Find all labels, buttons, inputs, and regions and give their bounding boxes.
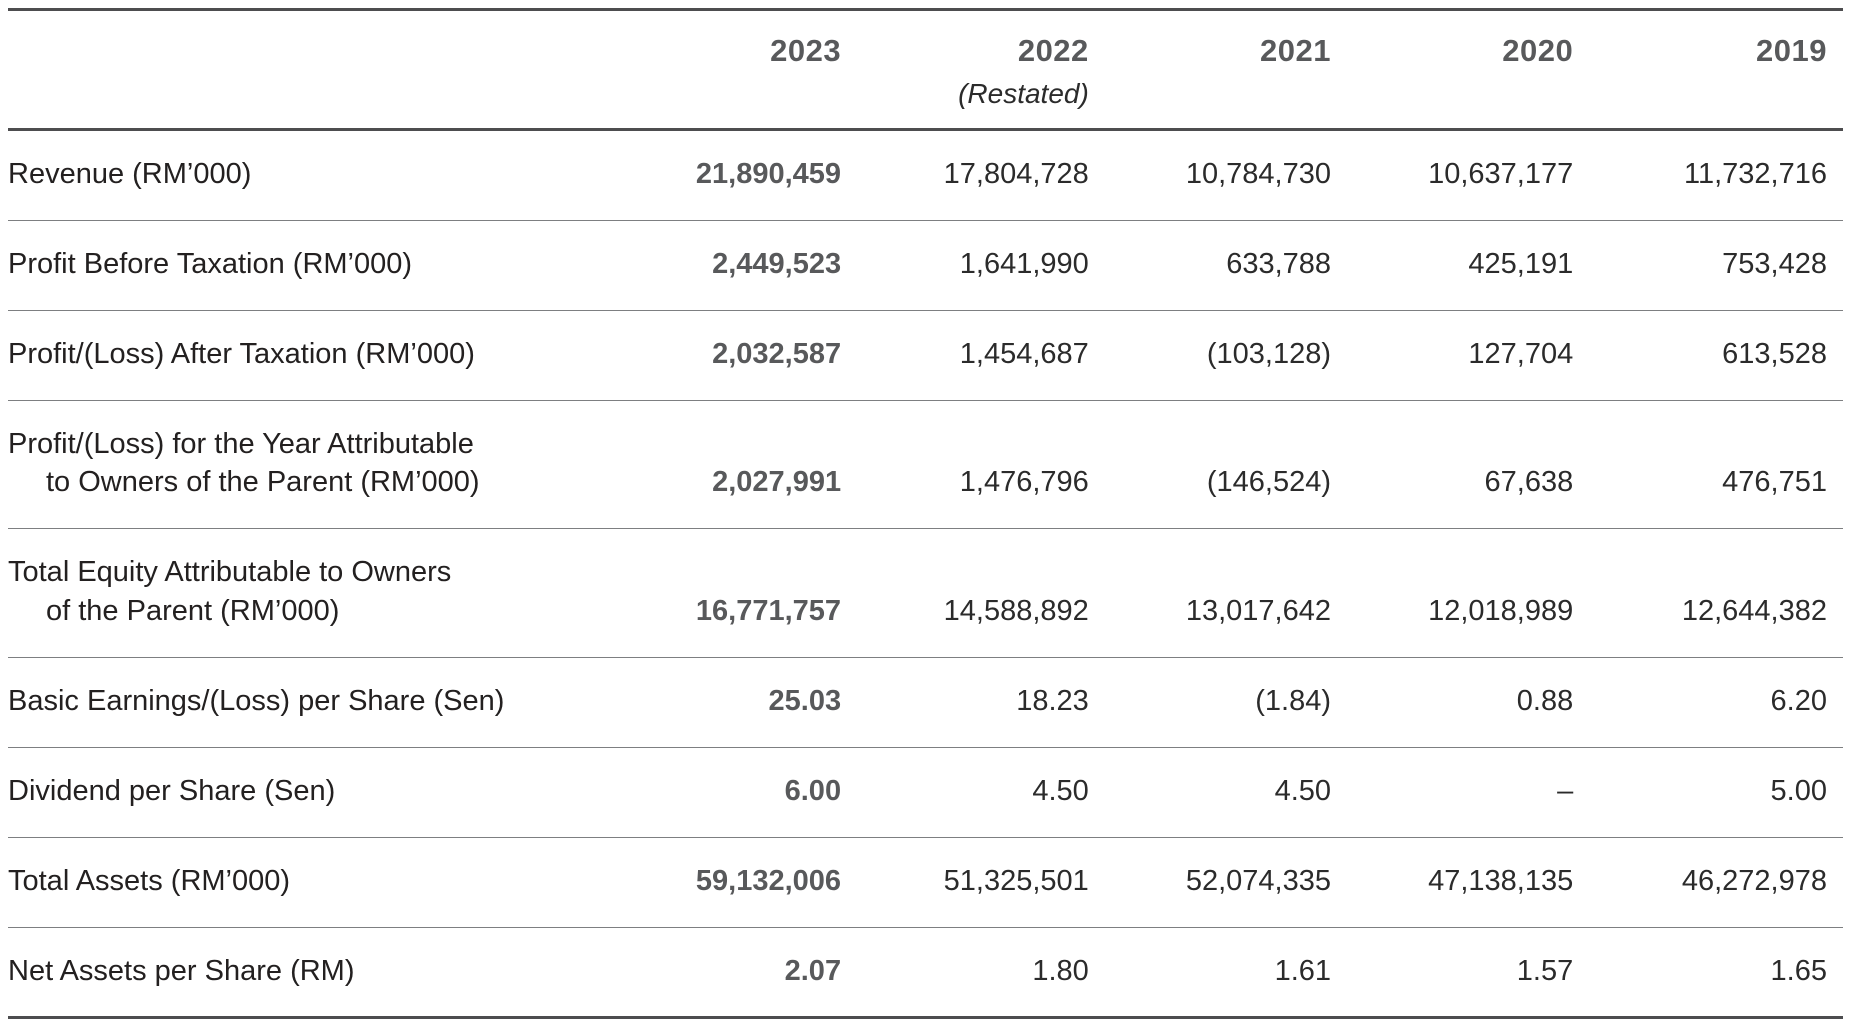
table-row-dividend-per-share: Dividend per Share (Sen) 6.00 4.50 4.50 … [8, 747, 1843, 838]
cell-value-2021: 52,074,335 [1185, 864, 1332, 897]
year-column-header-2022: 2022 (Restated) [841, 10, 1089, 130]
cell-value-2023: 59,132,006 [695, 864, 842, 897]
cell-value-2022: 51,325,501 [943, 864, 1089, 897]
cell-value-2023: 16,771,757 [695, 595, 842, 628]
cell-value-2022: 17,804,728 [943, 158, 1089, 190]
cell-value-2022: 1,476,796 [959, 466, 1089, 499]
cell-value-2021: 633,788 [1226, 247, 1332, 280]
cell-value-2023: 2,449,523 [712, 247, 842, 280]
cell-value-2023: 25.03 [768, 685, 842, 718]
cell-value-2019: 613,528 [1722, 337, 1827, 370]
table-row-revenue: Revenue (RM’000) 21,890,459 17,804,728 1… [8, 130, 1843, 221]
financial-highlights-page: 2023 2022 (Restated) 2021 2020 2019 R [8, 8, 1843, 1018]
cell-value-2020: 1.57 [1516, 954, 1574, 987]
cell-value-2019: 11,732,716 [1684, 158, 1827, 190]
cell-value-2023: 2,027,991 [712, 466, 842, 499]
cell-value-2022: 1,454,687 [959, 337, 1089, 370]
cell-value-2020: 47,138,135 [1428, 864, 1574, 897]
cell-value-2019: 12,644,382 [1681, 595, 1827, 628]
header-row: 2023 2022 (Restated) 2021 2020 2019 [8, 10, 1843, 130]
cell-value-2022: 1.80 [1032, 954, 1089, 987]
cell-value-2019: 753,428 [1722, 247, 1827, 280]
cell-value-2020: 12,018,989 [1428, 595, 1574, 628]
year-column-header-2023: 2023 [540, 10, 841, 130]
cell-value-2020: 127,704 [1468, 337, 1574, 370]
row-label: Revenue (RM’000) [8, 158, 252, 190]
table-row-profit-attributable-to-owners: Profit/(Loss) for the Year Attributable t… [8, 400, 1843, 529]
cell-value-2020: – [1557, 774, 1574, 807]
cell-value-2020: 67,638 [1484, 466, 1574, 499]
cell-value-2021: (1.84) [1255, 685, 1332, 718]
restated-note: (Restated) [958, 78, 1089, 109]
cell-value-2022: 18.23 [1016, 685, 1089, 718]
table-row-basic-earnings-per-share: Basic Earnings/(Loss) per Share (Sen) 25… [8, 658, 1843, 748]
cell-value-2020: 425,191 [1468, 247, 1574, 280]
cell-value-2019: 46,272,978 [1681, 864, 1827, 897]
row-label: Profit Before Taxation (RM’000) [8, 247, 413, 280]
cell-value-2019: 1.65 [1770, 954, 1827, 987]
year-column-header-2020: 2020 [1331, 10, 1573, 130]
row-label: Dividend per Share (Sen) [8, 774, 336, 807]
cell-value-2019: 5.00 [1770, 774, 1827, 807]
cell-value-2021: (103,128) [1206, 337, 1332, 370]
year-column-header-2019: 2019 [1573, 10, 1843, 130]
cell-value-2023: 21,890,459 [695, 158, 842, 190]
cell-value-2020: 10,637,177 [1428, 158, 1574, 190]
cell-value-2021: 1.61 [1274, 954, 1332, 987]
row-label: Total Assets (RM’000) [8, 864, 291, 897]
cell-value-2023: 6.00 [784, 774, 842, 807]
table-row-total-assets: Total Assets (RM’000) 59,132,006 51,325,… [8, 837, 1843, 928]
year-column-header-2021: 2021 [1089, 10, 1331, 130]
row-label: Total Equity Attributable to Owners of th… [8, 556, 452, 628]
cell-value-2023: 2,032,587 [712, 337, 842, 370]
cell-value-2020: 0.88 [1516, 685, 1574, 718]
table-row-profit-after-taxation: Profit/(Loss) After Taxation (RM’000) 2,… [8, 310, 1843, 401]
cell-value-2021: 13,017,642 [1185, 595, 1332, 628]
row-label: Profit/(Loss) After Taxation (RM’000) [8, 337, 475, 370]
year-label: 2021 [1260, 33, 1332, 68]
table-row-total-equity-attributable: Total Equity Attributable to Owners of th… [8, 529, 1843, 658]
row-label: Basic Earnings/(Loss) per Share (Sen) [8, 685, 505, 718]
year-label: 2023 [770, 33, 842, 68]
year-label: 2022 [1017, 33, 1089, 68]
five-year-financial-highlights-table: 2023 2022 (Restated) 2021 2020 2019 R [8, 8, 1843, 1019]
cell-value-2022: 14,588,892 [943, 595, 1089, 628]
year-label: 2019 [1756, 33, 1827, 68]
table-row-profit-before-taxation: Profit Before Taxation (RM’000) 2,449,52… [8, 220, 1843, 311]
row-label: Profit/(Loss) for the Year Attributable t… [8, 427, 480, 499]
cell-value-2023: 2.07 [784, 954, 842, 987]
cell-value-2022: 1,641,990 [959, 247, 1089, 280]
header-spacer [8, 10, 540, 130]
row-label: Net Assets per Share (RM) [8, 954, 355, 987]
cell-value-2019: 476,751 [1722, 466, 1827, 499]
cell-value-2021: 10,784,730 [1185, 158, 1332, 190]
cell-value-2019: 6.20 [1770, 685, 1827, 718]
cell-value-2021: (146,524) [1206, 466, 1332, 499]
year-label: 2020 [1502, 33, 1574, 68]
cell-value-2022: 4.50 [1032, 774, 1089, 807]
table-row-net-assets-per-share: Net Assets per Share (RM) 2.07 1.80 1.61… [8, 927, 1843, 1018]
cell-value-2021: 4.50 [1274, 774, 1332, 807]
